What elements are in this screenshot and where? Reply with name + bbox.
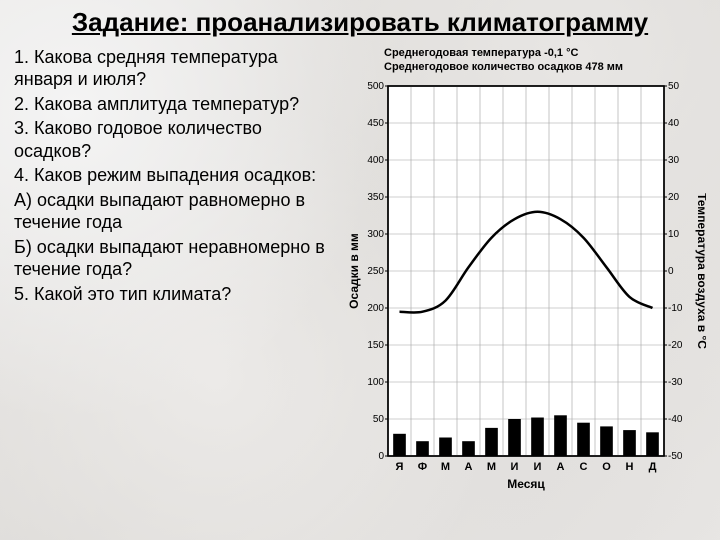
svg-text:С: С xyxy=(580,461,588,473)
svg-text:-50: -50 xyxy=(668,451,683,462)
svg-text:М: М xyxy=(441,461,450,473)
question-item: 3. Каково годовое количество осадков? xyxy=(14,117,338,162)
svg-text:150: 150 xyxy=(367,340,384,351)
svg-text:50: 50 xyxy=(668,81,680,92)
meta-precip: Среднегодовое количество осадков 478 мм xyxy=(384,61,623,73)
page-title: Задание: проанализировать климатограмму xyxy=(0,0,720,42)
svg-text:400: 400 xyxy=(367,155,384,166)
question-item: 5. Какой это тип климата? xyxy=(14,283,338,306)
svg-text:0: 0 xyxy=(378,451,384,462)
svg-text:-40: -40 xyxy=(668,414,683,425)
svg-text:30: 30 xyxy=(668,155,680,166)
svg-text:Температура воздуха в °С: Температура воздуха в °С xyxy=(695,194,706,350)
question-item: Б) осадки выпадают неравномерно в течени… xyxy=(14,236,338,281)
question-item: 4. Каков режим выпадения осадков: xyxy=(14,164,338,187)
svg-text:И: И xyxy=(511,461,519,473)
svg-text:Я: Я xyxy=(396,461,404,473)
climagram-svg: 050100150200250300350400450500-50-40-30-… xyxy=(346,76,706,506)
svg-text:10: 10 xyxy=(668,229,680,240)
svg-text:0: 0 xyxy=(668,266,674,277)
svg-text:50: 50 xyxy=(373,414,385,425)
svg-text:Ф: Ф xyxy=(418,461,427,473)
climagram-panel: Среднегодовая температура -0,1 °С Средне… xyxy=(346,46,708,507)
svg-text:350: 350 xyxy=(367,192,384,203)
svg-text:Осадки в мм: Осадки в мм xyxy=(347,234,361,310)
svg-text:Н: Н xyxy=(626,461,634,473)
svg-text:250: 250 xyxy=(367,266,384,277)
svg-text:И: И xyxy=(534,461,542,473)
svg-text:А: А xyxy=(465,461,473,473)
svg-text:М: М xyxy=(487,461,496,473)
svg-text:Д: Д xyxy=(649,461,657,473)
svg-text:-10: -10 xyxy=(668,303,683,314)
svg-text:100: 100 xyxy=(367,377,384,388)
question-item: 1. Какова средняя температура января и и… xyxy=(14,46,338,91)
chart-meta: Среднегодовая температура -0,1 °С Средне… xyxy=(346,46,708,75)
question-list: 1. Какова средняя температура января и и… xyxy=(14,46,346,507)
svg-text:450: 450 xyxy=(367,118,384,129)
svg-text:-20: -20 xyxy=(668,340,683,351)
svg-text:-30: -30 xyxy=(668,377,683,388)
svg-text:200: 200 xyxy=(367,303,384,314)
svg-text:300: 300 xyxy=(367,229,384,240)
svg-text:О: О xyxy=(602,461,611,473)
svg-text:А: А xyxy=(557,461,565,473)
svg-text:500: 500 xyxy=(367,81,384,92)
question-item: А) осадки выпадают равномерно в течение … xyxy=(14,189,338,234)
svg-text:40: 40 xyxy=(668,118,680,129)
svg-text:Месяц: Месяц xyxy=(507,477,545,491)
question-item: 2. Какова амплитуда температур? xyxy=(14,93,338,116)
content-row: 1. Какова средняя температура января и и… xyxy=(0,42,720,507)
meta-temp: Среднегодовая температура -0,1 °С xyxy=(384,47,578,59)
svg-text:20: 20 xyxy=(668,192,680,203)
